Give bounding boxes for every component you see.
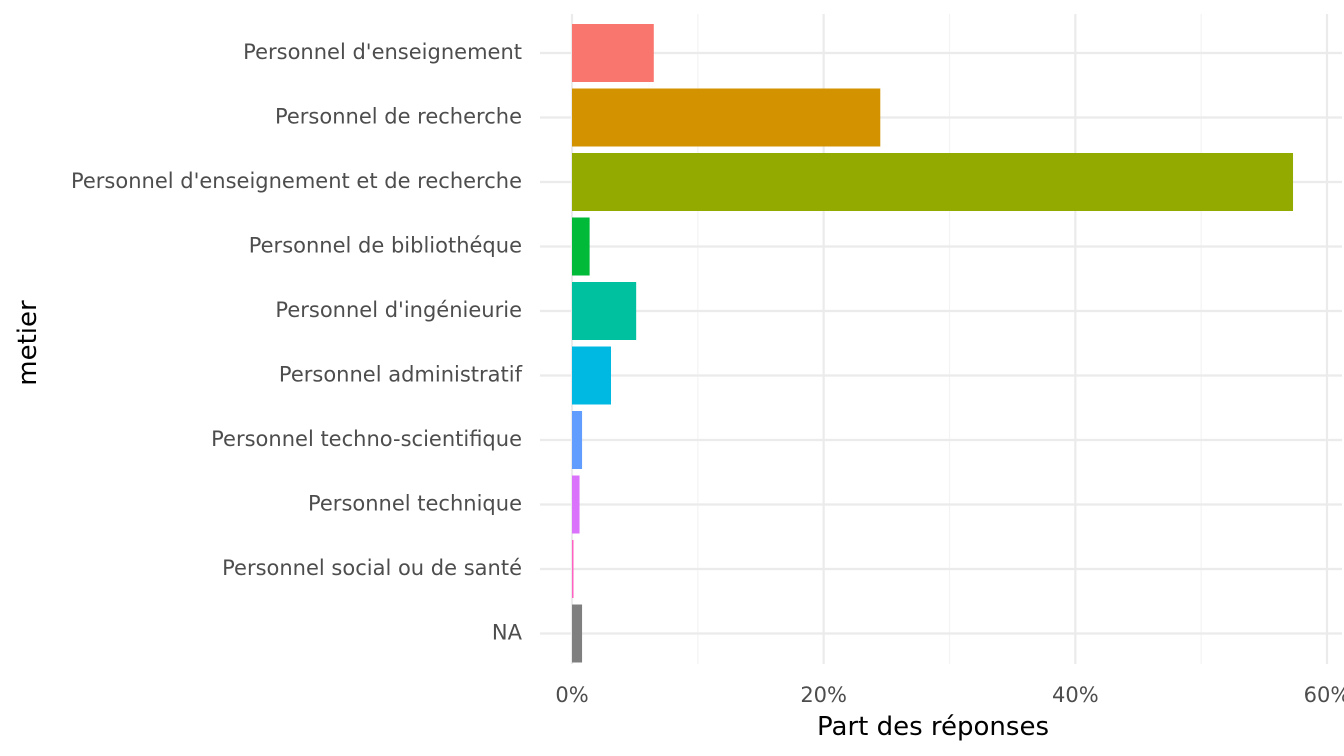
category-label: Personnel techno-scientifique — [211, 427, 522, 451]
x-tick-label: 40% — [1052, 683, 1099, 707]
x-tick-labels: 0% 20% 40% 60% — [555, 683, 1344, 707]
category-label: Personnel technique — [308, 492, 522, 516]
bar — [572, 604, 583, 663]
bars — [572, 24, 1294, 663]
bar — [572, 346, 612, 405]
category-label: Personnel administratif — [279, 363, 523, 387]
category-label: Personnel social ou de santé — [222, 556, 522, 580]
x-tick-label: 0% — [555, 683, 588, 707]
bar — [572, 153, 1294, 211]
bar — [572, 475, 580, 534]
x-tick-label: 60% — [1304, 683, 1344, 707]
bar — [572, 282, 637, 340]
category-label: Personnel de bibliothéque — [249, 234, 522, 258]
bar — [572, 88, 881, 147]
grid — [540, 14, 1342, 664]
x-tick-label: 20% — [800, 683, 847, 707]
bar — [572, 411, 583, 469]
category-label: Personnel de recherche — [275, 105, 522, 129]
bar — [572, 24, 654, 82]
category-label: Personnel d'enseignement — [243, 40, 522, 64]
category-labels: Personnel d'enseignement Personnel de rec… — [71, 40, 523, 645]
x-axis-title: Part des réponses — [817, 712, 1049, 742]
category-label: Personnel d'ingénieurie — [275, 298, 522, 322]
category-label: Personnel d'enseignement et de recherche — [71, 169, 522, 193]
bar — [572, 217, 590, 276]
y-axis-title: metier — [13, 300, 43, 386]
bar — [572, 540, 574, 598]
category-label: NA — [492, 621, 523, 645]
